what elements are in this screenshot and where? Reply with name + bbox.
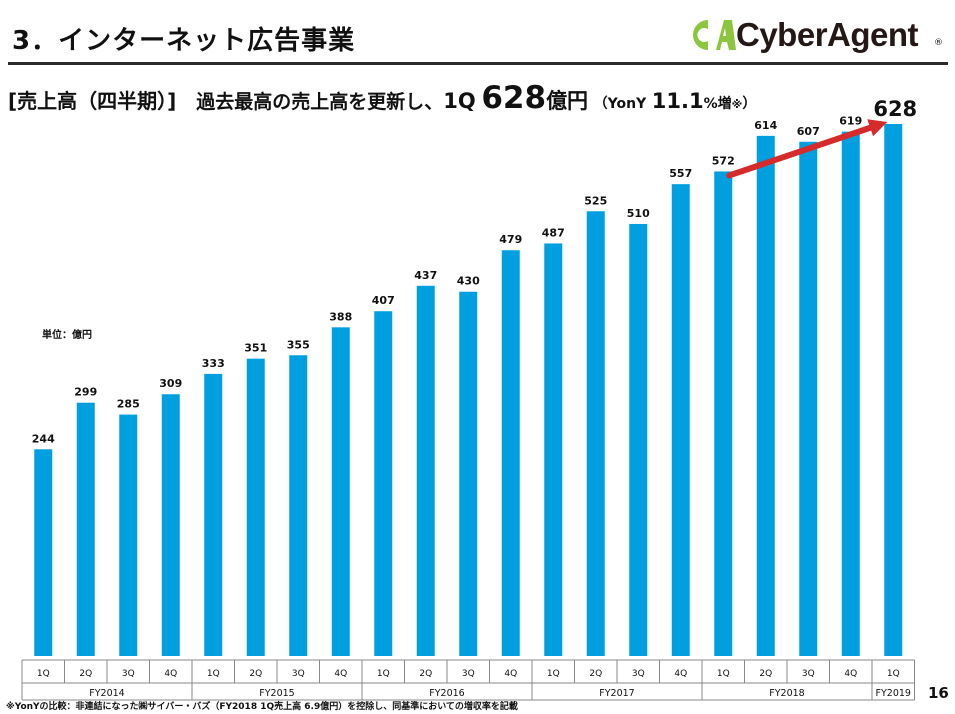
bar-7 (331, 327, 350, 656)
title-divider (8, 62, 948, 65)
bar-12 (544, 243, 563, 656)
page-number: 16 (928, 684, 949, 702)
bar-17 (756, 135, 775, 657)
tick-label-17: 2Q (759, 669, 772, 679)
bar-9 (416, 285, 435, 656)
tick-label-6: 3Q (292, 669, 305, 679)
tick-label-2: 3Q (122, 669, 135, 679)
bar-2 (119, 414, 138, 656)
bar-19 (841, 131, 860, 656)
bar-value-label-7: 388 (329, 310, 352, 323)
bar-value-label-5: 351 (244, 342, 267, 355)
tick-label-5: 2Q (249, 669, 262, 679)
bar-value-label-2: 285 (117, 398, 140, 411)
bar-value-label-15: 557 (669, 167, 692, 180)
logo-text: CyberAgent (736, 16, 919, 53)
highlight-value-label: 628 (873, 97, 917, 121)
bar-value-label-10: 430 (457, 275, 480, 288)
group-label-0: FY2014 (89, 688, 124, 699)
bar-value-label-14: 510 (627, 207, 650, 220)
bar-value-label-16: 572 (712, 154, 735, 167)
bar-10 (459, 291, 478, 656)
bar-value-label-12: 487 (542, 226, 565, 239)
ca-logo-mark-icon (693, 20, 736, 50)
group-label-1: FY2015 (259, 688, 294, 699)
bar-6 (289, 355, 308, 656)
bar-0 (34, 449, 53, 656)
bar-1 (76, 402, 95, 656)
bar-value-label-17: 614 (754, 119, 777, 132)
bar-value-label-13: 525 (584, 194, 607, 207)
bar-value-label-9: 437 (414, 269, 437, 282)
tick-label-18: 3Q (802, 669, 815, 679)
tick-label-0: 1Q (37, 669, 50, 679)
bar-13 (586, 211, 605, 657)
bar-15 (671, 184, 690, 657)
tick-label-14: 3Q (632, 669, 645, 679)
headline-quarter: 1Q (443, 89, 476, 113)
headline: [売上高（四半期）] 過去最高の売上高を更新し、1Q 628億円 （YonY 11… (8, 80, 756, 116)
headline-section: [売上高（四半期）] (8, 89, 177, 113)
bar-value-label-3: 309 (159, 377, 182, 390)
headline-yoy-pct: %増 (703, 96, 732, 112)
bar-value-label-6: 355 (287, 338, 310, 351)
headline-yoy-mark: ※ (731, 98, 743, 111)
footnote: ※YonYの比較：非連結になった㈱サイバー・バズ（FY2018 1Q売上高 6.… (6, 702, 518, 712)
headline-yoy-value: 11.1 (651, 89, 704, 113)
bar-value-label-19: 619 (839, 115, 862, 128)
headline-yoy-close: ） (742, 96, 757, 112)
bar-14 (629, 223, 648, 656)
bar-value-label-1: 299 (74, 386, 97, 399)
tick-label-7: 4Q (334, 669, 347, 679)
page-title: 3．インターネット広告事業 (12, 26, 356, 56)
trend-arrow-head-icon (867, 119, 888, 137)
cyberagent-logo: CyberAgent ® (686, 12, 948, 58)
headline-yoy-open: （YonY (593, 96, 647, 112)
bar-5 (246, 358, 265, 656)
tick-label-12: 1Q (547, 669, 560, 679)
group-label-5: FY2019 (876, 688, 911, 699)
bar-20 (884, 124, 903, 656)
bar-16 (714, 171, 733, 656)
bar-value-label-11: 479 (499, 233, 522, 246)
bar-8 (374, 311, 393, 656)
tick-label-13: 2Q (589, 669, 602, 679)
tick-label-19: 4Q (844, 669, 857, 679)
bar-value-label-8: 407 (372, 294, 395, 307)
tick-label-16: 1Q (717, 669, 730, 679)
bar-4 (204, 373, 223, 656)
group-label-4: FY2018 (769, 688, 804, 699)
bar-value-label-0: 244 (32, 432, 55, 445)
headline-value: 628 (481, 80, 547, 116)
bar-18 (799, 141, 818, 657)
bar-value-label-18: 607 (797, 125, 820, 138)
unit-label: 単位：億円 (42, 330, 92, 341)
headline-lead: 過去最高の売上高を更新し、 (196, 91, 444, 113)
bar-3 (161, 394, 180, 656)
tick-label-1: 2Q (79, 669, 92, 679)
group-label-2: FY2016 (429, 688, 464, 699)
bar-11 (501, 250, 520, 656)
group-label-3: FY2017 (599, 688, 634, 699)
bar-value-label-4: 333 (202, 357, 225, 370)
tick-label-9: 2Q (419, 669, 432, 679)
tick-label-11: 4Q (504, 669, 517, 679)
logo-registered-mark: ® (934, 38, 943, 48)
tick-label-8: 1Q (377, 669, 390, 679)
tick-label-3: 4Q (164, 669, 177, 679)
headline-unit: 億円 (546, 89, 589, 113)
tick-label-15: 4Q (674, 669, 687, 679)
trend-arrow-shaft (726, 124, 874, 179)
tick-label-10: 3Q (462, 669, 475, 679)
tick-label-4: 1Q (207, 669, 220, 679)
tick-label-20: 1Q (887, 669, 900, 679)
